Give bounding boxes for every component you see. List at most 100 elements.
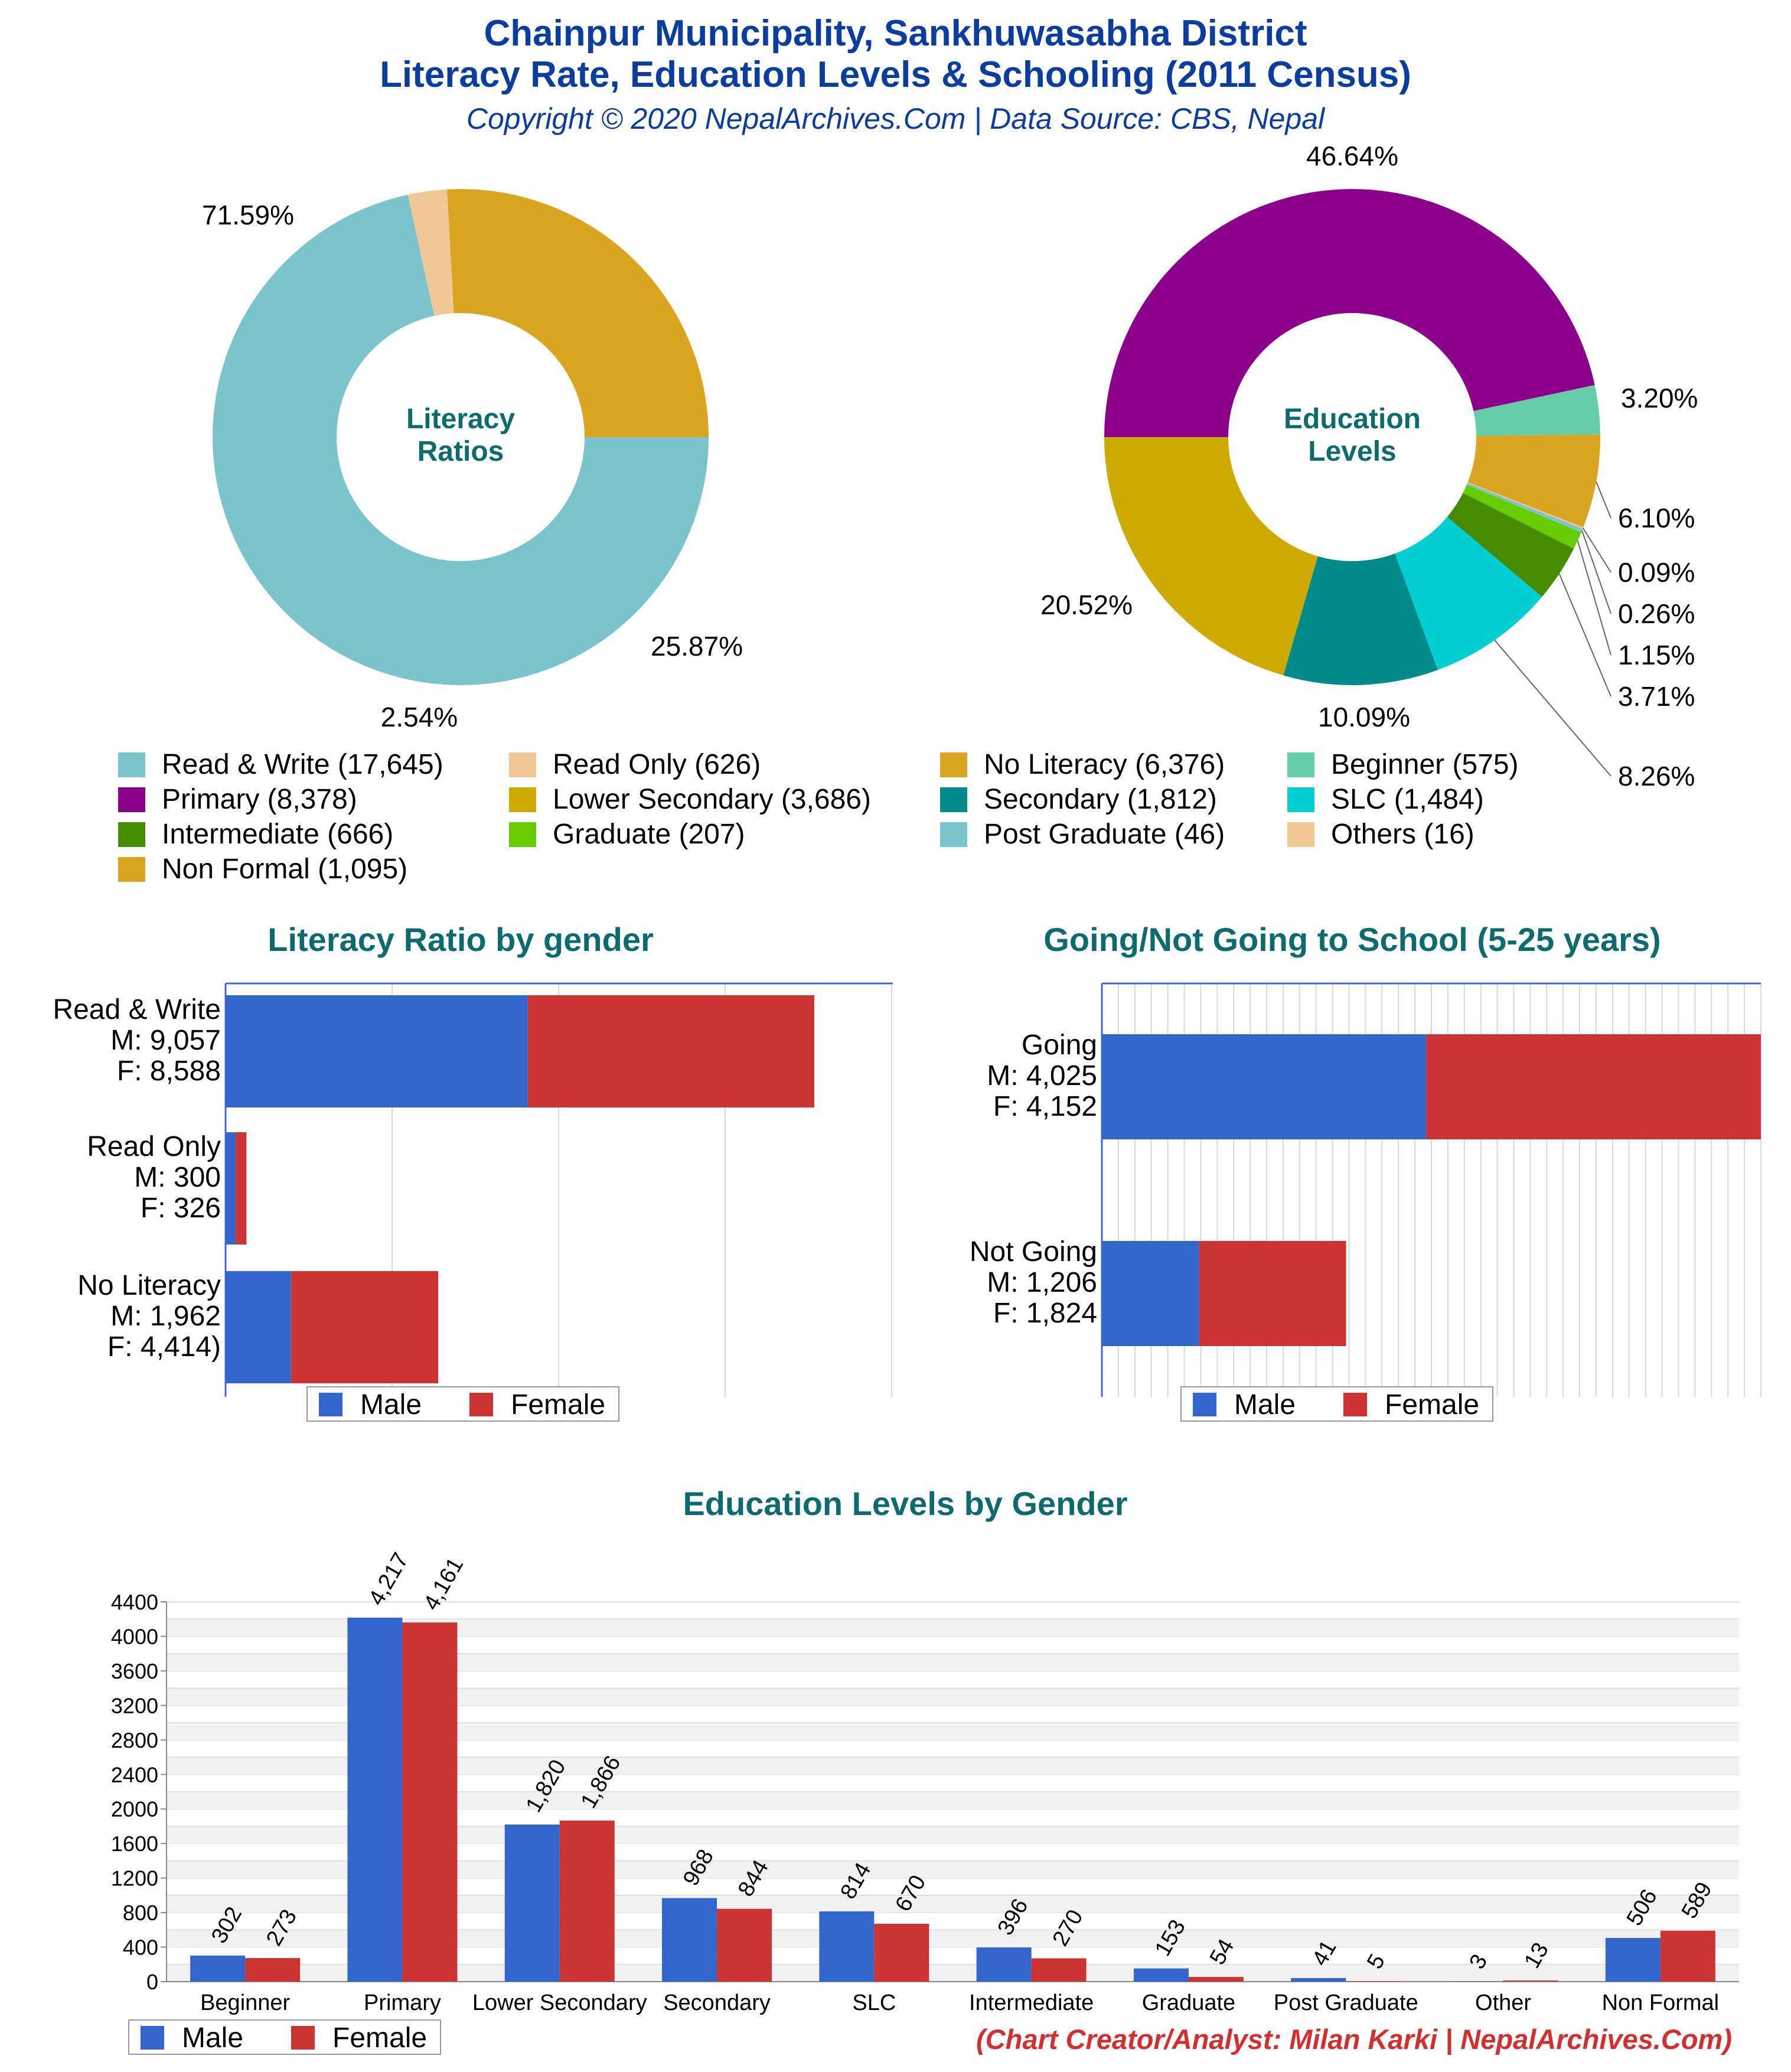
legend-swatch bbox=[1287, 787, 1314, 812]
page-subtitle: Copyright © 2020 NepalArchives.Com | Dat… bbox=[466, 102, 1325, 135]
bar-category-label: Not Going bbox=[970, 1236, 1097, 1268]
bar-category-label: M: 1,962 bbox=[110, 1301, 221, 1332]
legend-swatch bbox=[1343, 1393, 1367, 1416]
bar-category-label: M: 4,025 bbox=[987, 1060, 1097, 1092]
bar-female bbox=[245, 1958, 301, 1982]
bar-male bbox=[504, 1825, 560, 1982]
legend-label: Male bbox=[360, 1389, 422, 1421]
bar-data-label: 153 bbox=[1150, 1915, 1190, 1960]
legend-label: Lower Secondary (3,686) bbox=[553, 784, 871, 815]
bar-male bbox=[1102, 1241, 1199, 1346]
y-tick-label: 3600 bbox=[111, 1659, 158, 1683]
bar-female bbox=[1660, 1930, 1715, 1982]
percent-label: 0.26% bbox=[1618, 598, 1695, 629]
y-tick-label: 3200 bbox=[111, 1693, 158, 1718]
percent-label: 2.54% bbox=[381, 702, 458, 732]
legend-swatch bbox=[509, 752, 536, 777]
bar-category-label: F: 4,414) bbox=[107, 1331, 221, 1363]
bar-female bbox=[874, 1924, 929, 1982]
y-tick-label: 4400 bbox=[111, 1590, 158, 1614]
credit-text: (Chart Creator/Analyst: Milan Karki | Ne… bbox=[976, 2024, 1732, 2055]
x-tick-label: Lower Secondary bbox=[472, 1990, 647, 2015]
bar-female bbox=[1346, 1981, 1401, 1982]
section-title: Going/Not Going to School (5-25 years) bbox=[1043, 921, 1660, 958]
donut-center-title: Levels bbox=[1308, 436, 1396, 467]
x-tick-label: Secondary bbox=[663, 1990, 771, 2015]
bar-female bbox=[527, 995, 814, 1107]
y-tick-label: 1200 bbox=[111, 1866, 158, 1891]
bar-male bbox=[1102, 1034, 1427, 1139]
percent-label: 71.59% bbox=[202, 200, 294, 230]
slice-intermediate bbox=[1447, 493, 1574, 597]
bar-category-label: F: 4,152 bbox=[993, 1091, 1097, 1122]
leader-line bbox=[1581, 530, 1611, 614]
page-title-line2: Literacy Rate, Education Levels & School… bbox=[380, 54, 1411, 95]
legend-swatch bbox=[291, 2026, 315, 2050]
section-title: Literacy Ratio by gender bbox=[267, 921, 654, 958]
slice-lower-secondary bbox=[1104, 437, 1318, 676]
y-tick-label: 0 bbox=[146, 1970, 158, 1994]
y-tick-label: 2400 bbox=[111, 1762, 158, 1787]
bar-male bbox=[976, 1947, 1032, 1982]
bar-female bbox=[717, 1908, 772, 1982]
page-title-line1: Chainpur Municipality, Sankhuwasabha Dis… bbox=[484, 13, 1307, 54]
bar-male bbox=[1133, 1968, 1189, 1982]
bar-male bbox=[226, 1271, 291, 1383]
bar-male bbox=[1605, 1938, 1660, 1982]
section-title: Education Levels by Gender bbox=[683, 1485, 1127, 1522]
legend-label: Intermediate (666) bbox=[162, 819, 393, 850]
legend-label: Female bbox=[332, 2022, 427, 2054]
legend-swatch bbox=[509, 822, 536, 847]
legend-swatch bbox=[118, 752, 145, 777]
y-tick-label: 1600 bbox=[111, 1832, 158, 1856]
bar-male bbox=[1291, 1978, 1346, 1982]
legend-swatch bbox=[1287, 752, 1314, 777]
percent-label: 20.52% bbox=[1040, 589, 1133, 620]
x-tick-label: Beginner bbox=[200, 1990, 290, 2015]
percent-label: 10.09% bbox=[1318, 702, 1410, 732]
legend-swatch bbox=[1287, 822, 1314, 847]
x-tick-label: Other bbox=[1475, 1990, 1531, 2015]
bar-category-label: No Literacy bbox=[77, 1270, 221, 1301]
legend-label: Male bbox=[182, 2022, 243, 2054]
legend-box bbox=[1180, 1386, 1493, 1422]
legend-swatch bbox=[118, 857, 145, 882]
legend-label: Secondary (1,812) bbox=[984, 784, 1217, 815]
bar-category-label: F: 8,588 bbox=[117, 1055, 221, 1087]
bar-male bbox=[190, 1955, 246, 1982]
leader-line bbox=[1577, 540, 1611, 656]
legend-label: Post Graduate (46) bbox=[984, 819, 1225, 850]
bar-category-label: F: 1,824 bbox=[993, 1298, 1097, 1329]
legend-label: Beginner (575) bbox=[1331, 749, 1519, 780]
percent-label: 1.15% bbox=[1618, 640, 1695, 670]
donut-center-title: Ratios bbox=[417, 436, 504, 467]
slice-no-literacy bbox=[447, 189, 709, 437]
legend-swatch bbox=[141, 2026, 164, 2050]
x-tick-label: SLC bbox=[852, 1990, 896, 2015]
x-tick-label: Graduate bbox=[1142, 1990, 1235, 2015]
slice-read-write bbox=[213, 194, 709, 685]
legend-label: No Literacy (6,376) bbox=[984, 749, 1225, 780]
percent-label: 8.26% bbox=[1618, 761, 1695, 791]
x-tick-label: Primary bbox=[364, 1990, 441, 2015]
percent-label: 46.64% bbox=[1306, 141, 1398, 171]
leader-line bbox=[1558, 573, 1611, 697]
bar-category-label: Read Only bbox=[87, 1131, 221, 1162]
legend-swatch bbox=[319, 1393, 342, 1416]
bar-category-label: M: 1,206 bbox=[987, 1267, 1097, 1298]
percent-label: 3.20% bbox=[1621, 383, 1698, 413]
legend-label: Female bbox=[1385, 1389, 1479, 1421]
bar-category-label: F: 326 bbox=[141, 1193, 221, 1224]
donut-center-title: Literacy bbox=[406, 403, 515, 435]
bar-female bbox=[1188, 1977, 1244, 1982]
percent-label: 25.87% bbox=[651, 631, 743, 662]
y-tick-label: 800 bbox=[123, 1901, 158, 1925]
y-tick-label: 4000 bbox=[111, 1624, 158, 1649]
legend-label: Others (16) bbox=[1331, 819, 1474, 850]
bar-category-label: Read & Write bbox=[53, 994, 221, 1025]
bar-data-label: 506 bbox=[1622, 1885, 1662, 1930]
bar-female bbox=[1503, 1980, 1558, 1982]
slice-non-formal bbox=[1467, 434, 1600, 527]
slice-beginner bbox=[1473, 385, 1600, 436]
